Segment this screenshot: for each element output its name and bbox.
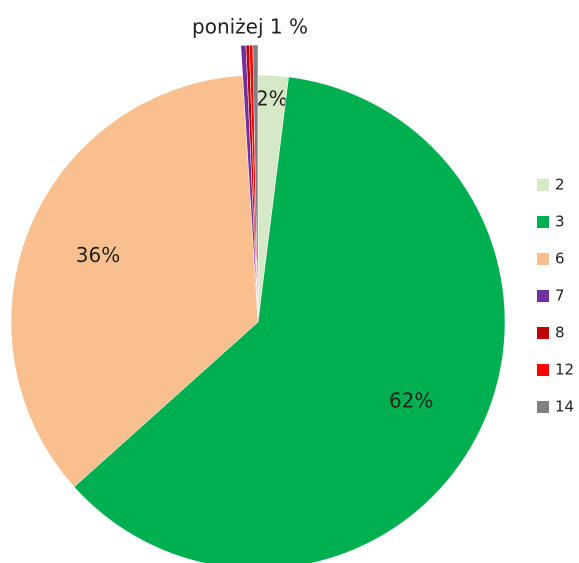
- legend-label: 2: [555, 176, 565, 194]
- legend-swatch: [537, 401, 549, 413]
- legend-swatch: [537, 179, 549, 191]
- pie-slice: [73, 76, 506, 563]
- legend-label: 8: [555, 324, 565, 342]
- legend-label: 7: [555, 287, 565, 305]
- pie-slice: [252, 44, 259, 323]
- pie-slice: [10, 75, 259, 488]
- legend-swatch: [537, 253, 549, 265]
- data-label: 62%: [389, 389, 433, 413]
- legend-swatch: [537, 327, 549, 339]
- annotation: poniżej 1 %: [192, 15, 308, 39]
- legend-swatch: [537, 364, 549, 376]
- legend-swatch: [537, 290, 549, 302]
- legend-label: 3: [555, 213, 565, 231]
- data-label: 2%: [256, 87, 288, 111]
- legend-label: 14: [555, 398, 574, 416]
- legend-label: 12: [555, 361, 574, 379]
- data-label: 36%: [76, 243, 120, 267]
- legend-label: 6: [555, 250, 565, 268]
- legend-swatch: [537, 216, 549, 228]
